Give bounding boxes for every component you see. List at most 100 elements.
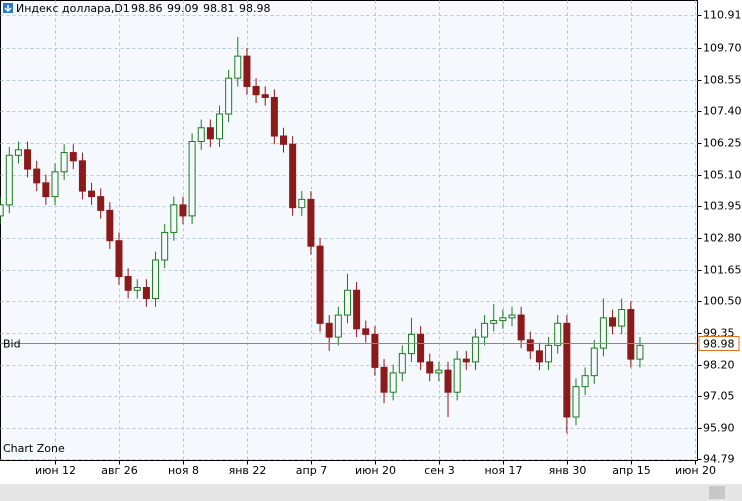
candle-body [106, 209, 114, 242]
candle-body [526, 339, 534, 352]
x-tick-label: янв 22 [229, 464, 267, 477]
candle-body [353, 289, 361, 330]
candle-body [398, 353, 406, 374]
candle-body [417, 333, 425, 363]
candle-body [380, 366, 388, 393]
quote-open: 98.86 [131, 2, 163, 15]
y-tick-label: 98.20 [703, 359, 735, 372]
candle-body [133, 287, 141, 291]
candle-body [389, 372, 397, 393]
candle-body [14, 149, 22, 156]
candle-body [243, 55, 251, 87]
candle-body [307, 198, 315, 247]
candle-body [97, 196, 105, 211]
candle-body [508, 314, 516, 319]
candle-body [142, 287, 150, 300]
y-tick-label: 109.70 [703, 42, 742, 55]
candle-body [298, 198, 306, 209]
x-tick-label: сен 3 [424, 464, 455, 477]
candle-body [188, 141, 196, 217]
candle-body [179, 204, 187, 217]
candle-body [581, 375, 589, 388]
candle-body [572, 386, 580, 418]
candle-body [69, 152, 77, 162]
candle-body [334, 314, 342, 338]
scrollbar[interactable] [0, 484, 742, 501]
candle-body [152, 259, 160, 300]
x-tick-label: ноя 17 [484, 464, 522, 477]
candle-body [535, 350, 543, 363]
y-tick-label: 97.05 [703, 390, 735, 403]
candle-body [371, 333, 379, 368]
quote-high: 99.09 [167, 2, 199, 15]
candle-body [563, 322, 571, 418]
candle-body [545, 344, 553, 363]
candle-body [636, 344, 644, 360]
candle-body [517, 314, 525, 341]
y-tick-label: 95.90 [703, 422, 735, 435]
candle-body [170, 204, 178, 233]
candle-body [161, 231, 169, 261]
candle-body [33, 168, 41, 184]
candle-body [261, 94, 269, 98]
candle-body [499, 317, 507, 322]
x-tick-label: июн 20 [675, 464, 716, 477]
candle-body [5, 154, 13, 206]
y-tick-label: 110.91 [703, 9, 742, 22]
candle-body [490, 320, 498, 324]
candle-body [590, 347, 598, 377]
symbol-icon-arrow [4, 5, 12, 13]
y-tick-label: 102.80 [703, 232, 742, 245]
quote-low: 98.81 [203, 2, 235, 15]
y-tick-label: 94.79 [703, 453, 735, 466]
bid-label: Bid [3, 338, 21, 351]
symbol: Индекс доллара,D1 [16, 2, 130, 15]
y-tick-label: 103.95 [703, 200, 742, 213]
candle-body [115, 240, 123, 278]
candle-body [252, 85, 260, 96]
candle-body [609, 317, 617, 327]
candle-body [270, 96, 278, 137]
bid-price-box [698, 336, 740, 351]
candle-body [471, 336, 479, 363]
quote-close: 98.98 [239, 2, 271, 15]
bid-price: 98.98 [703, 338, 735, 351]
y-tick-label: 100.50 [703, 295, 742, 308]
plot-area [0, 0, 698, 461]
candle-body [618, 309, 626, 327]
candle-body [362, 328, 370, 335]
x-tick-label: авг 26 [101, 464, 138, 477]
candle-body [51, 171, 59, 198]
candle-body [234, 55, 242, 79]
candle-body [554, 322, 562, 346]
candle-body [343, 289, 351, 316]
y-tick-label: 105.10 [703, 169, 742, 182]
candle-body [462, 358, 470, 363]
grid [0, 0, 698, 461]
x-tick-label: ноя 8 [168, 464, 199, 477]
candle-body [78, 160, 86, 192]
y-tick-label: 106.25 [703, 137, 742, 150]
candle-body [453, 358, 461, 393]
candle-body [225, 77, 233, 115]
candle-body [444, 369, 452, 393]
x-tick-label: апр 7 [296, 464, 327, 477]
candle-body [599, 317, 607, 349]
y-tick-label: 108.55 [703, 74, 742, 87]
candle-body [124, 276, 132, 291]
candle-body [24, 149, 32, 170]
candle-body [197, 127, 205, 143]
x-tick-label: июн 20 [355, 464, 396, 477]
x-tick-label: янв 30 [549, 464, 587, 477]
chart-zone: Chart Zone [3, 442, 65, 455]
x-tick-label: июн 12 [35, 464, 76, 477]
scroll-thumb[interactable] [709, 486, 725, 499]
candle-body [426, 361, 434, 374]
candle-body [216, 113, 224, 140]
candle-body [206, 127, 214, 140]
candle-body [42, 182, 50, 198]
candle-body [60, 152, 68, 173]
candle-body [0, 204, 4, 217]
candle-body [325, 322, 333, 338]
